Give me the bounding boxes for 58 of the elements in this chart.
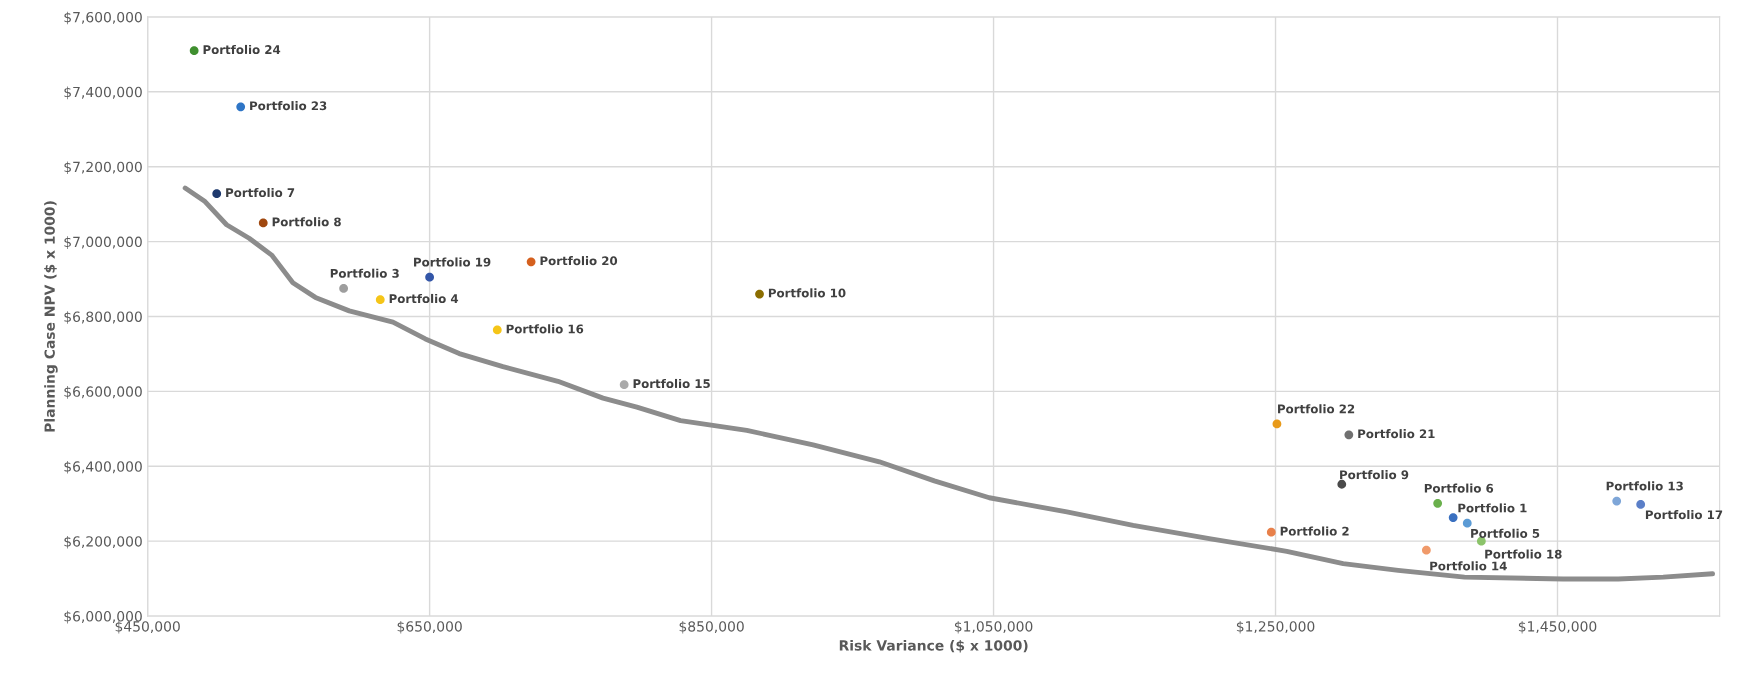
point xyxy=(1433,498,1443,508)
annotation: Portfolio 18 xyxy=(1485,549,1562,559)
annotation: Portfolio 9 xyxy=(1340,470,1409,480)
point xyxy=(236,102,246,112)
point xyxy=(189,46,199,56)
y-tick-label: $6,800,000 xyxy=(64,311,142,324)
annotation: Portfolio 2 xyxy=(1280,526,1349,536)
annotation: Portfolio 14 xyxy=(1430,561,1507,571)
point xyxy=(1448,513,1458,522)
point xyxy=(375,295,385,305)
annotation: Portfolio 13 xyxy=(1606,481,1683,491)
annotation: Portfolio 20 xyxy=(540,256,618,266)
y-tick-label: $7,200,000 xyxy=(64,161,142,175)
x-tick-label: $650,000 xyxy=(397,620,462,634)
y-tick-label: $6,600,000 xyxy=(64,386,142,399)
y-tick-label: $7,000,000 xyxy=(64,236,142,249)
point xyxy=(1612,496,1622,506)
point xyxy=(1337,479,1347,489)
point xyxy=(339,284,349,293)
annotation: Portfolio 4 xyxy=(389,293,459,304)
x-tick-label: $850,000 xyxy=(679,620,744,634)
point xyxy=(619,380,629,390)
point xyxy=(1344,430,1354,440)
y-tick-label: $7,400,000 xyxy=(64,86,142,100)
point xyxy=(492,325,502,335)
x-axis-title: Risk Variance ($ x 1000) xyxy=(839,639,1028,653)
annotation: Portfolio 19 xyxy=(414,257,491,267)
y-tick-label: $7,600,000 xyxy=(64,11,142,25)
annotation: Portfolio 6 xyxy=(1424,483,1494,493)
annotation: Portfolio 10 xyxy=(768,288,846,298)
annotation: Portfolio 3 xyxy=(330,268,399,278)
point xyxy=(425,272,435,282)
point xyxy=(258,218,268,228)
annotation: Portfolio 22 xyxy=(1278,404,1355,414)
x-tick-label: $1,450,000 xyxy=(1518,620,1597,634)
point xyxy=(212,189,222,199)
annotation: Portfolio 1 xyxy=(1458,503,1527,513)
annotation: Portfolio 23 xyxy=(250,101,327,111)
annotation: Portfolio 5 xyxy=(1471,528,1540,538)
point xyxy=(526,257,536,267)
annotation: Portfolio 24 xyxy=(203,44,281,55)
annotation: Portfolio 7 xyxy=(226,187,295,198)
x-tick-label: $1,050,000 xyxy=(954,620,1033,634)
point xyxy=(1266,527,1276,537)
point xyxy=(1272,419,1282,429)
annotation: Portfolio 8 xyxy=(272,217,341,227)
annotation: Portfolio 17 xyxy=(1645,510,1723,520)
point xyxy=(755,289,764,299)
annotation: Portfolio 15 xyxy=(633,378,710,389)
point xyxy=(1421,545,1431,555)
point xyxy=(1636,500,1646,509)
y-tick-label: $6,200,000 xyxy=(64,535,142,549)
annotation: Portfolio 21 xyxy=(1358,429,1435,439)
point xyxy=(1462,518,1472,528)
x-tick-label: $1,250,000 xyxy=(1236,620,1315,634)
annotation: Portfolio 16 xyxy=(506,324,584,334)
y-axis-title: Planning Case NPV ($ x 1000) xyxy=(44,201,58,432)
y-tick-label: $6,400,000 xyxy=(64,461,142,474)
